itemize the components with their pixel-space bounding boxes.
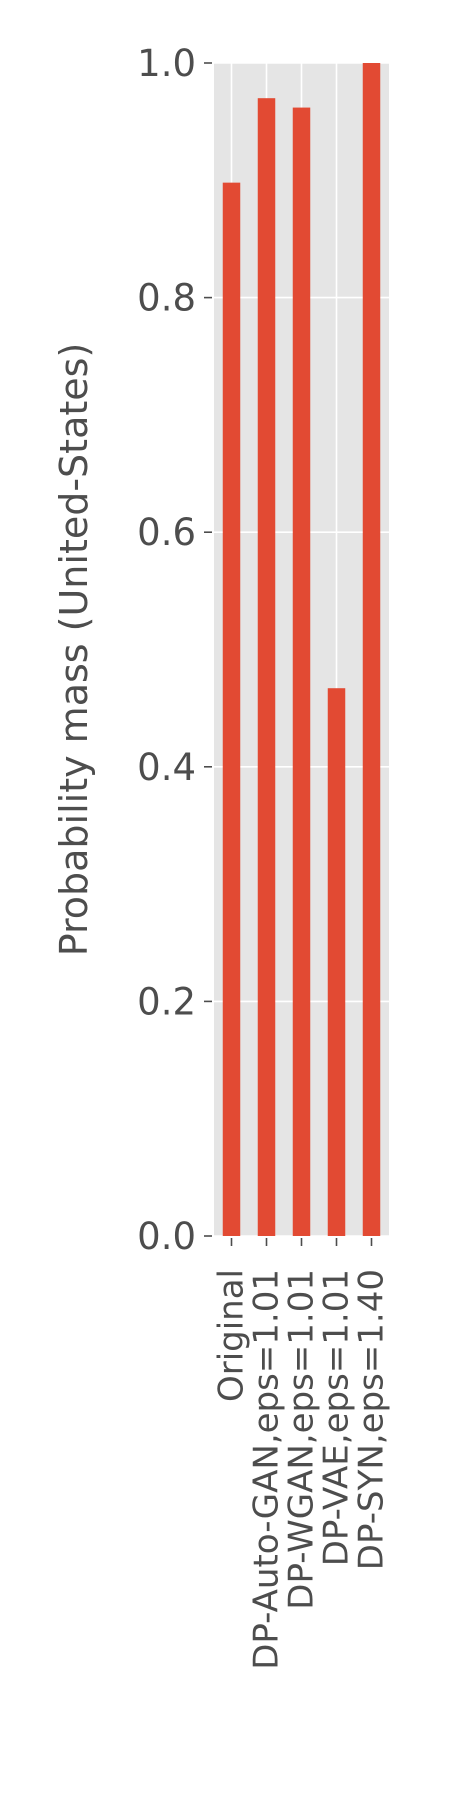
x-tick-label: DP-SYN,eps=1.40 [352,1269,392,1570]
bar [257,98,276,1237]
bar [362,63,381,1236]
y-tick-label: 0.4 [137,746,196,789]
y-tick-label: 0.8 [137,277,196,320]
y-tick-label: 0.2 [137,980,196,1023]
y-tick-label: 1.0 [137,42,196,85]
x-tick-label: Original [212,1269,252,1402]
y-axis-label: Probability mass (United-States) [52,343,96,957]
bar [292,107,311,1237]
bar [222,182,241,1236]
y-tick-label: 0.0 [137,1215,196,1258]
x-tick-label: DP-VAE,eps=1.01 [317,1269,357,1566]
x-tick-label: DP-Auto-GAN,eps=1.01 [247,1269,287,1670]
y-axis: 0.0 0.2 0.4 0.6 0.8 1.0 [137,42,212,1258]
bars [222,63,381,1237]
x-axis: OriginalDP-Auto-GAN,eps=1.01DP-WGAN,eps=… [212,1238,392,1670]
bar [327,688,346,1236]
y-tick-label: 0.6 [137,511,196,554]
x-tick-label: DP-WGAN,eps=1.01 [282,1269,322,1610]
